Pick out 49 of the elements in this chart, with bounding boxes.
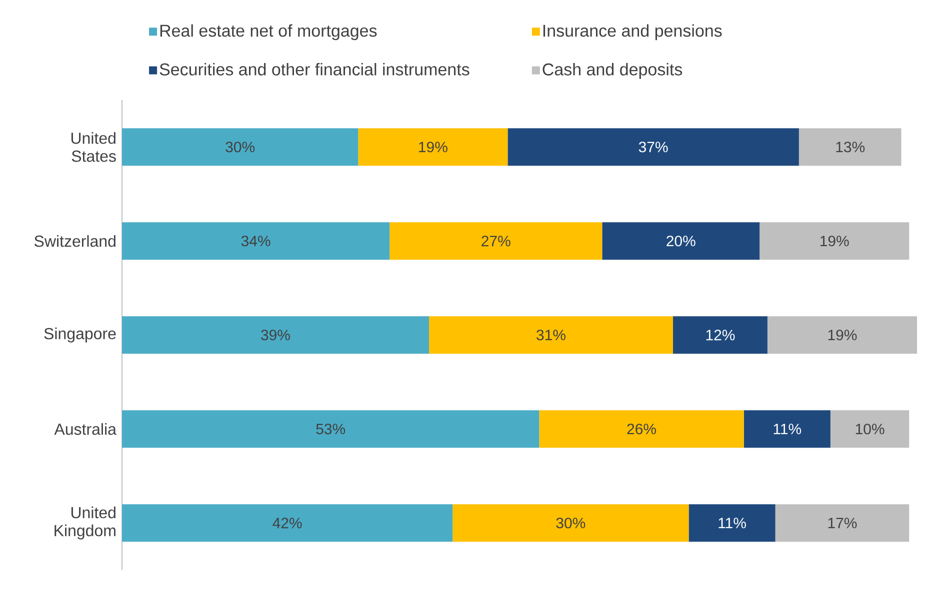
data-label: 39% bbox=[261, 330, 290, 340]
bar bbox=[539, 410, 744, 448]
bar bbox=[452, 504, 689, 542]
data-label: 11% bbox=[774, 424, 802, 434]
data-label: 17% bbox=[828, 518, 857, 528]
data-label: 42% bbox=[272, 518, 302, 528]
data-label: 13% bbox=[836, 142, 865, 152]
y-tick-label: Switzerland bbox=[34, 235, 116, 247]
data-label: 27% bbox=[482, 236, 510, 246]
bar bbox=[122, 128, 358, 166]
bar bbox=[688, 504, 776, 542]
bar bbox=[744, 410, 830, 448]
bar bbox=[830, 410, 910, 448]
bar bbox=[798, 128, 902, 166]
y-tick-label: Singapore bbox=[44, 328, 116, 342]
legend-label: Insurance and pensions bbox=[543, 24, 722, 40]
data-label: 34% bbox=[241, 236, 270, 246]
bar bbox=[428, 316, 673, 354]
data-label: 11% bbox=[718, 518, 746, 528]
bar bbox=[767, 316, 918, 354]
data-label: 10% bbox=[856, 424, 884, 434]
bar bbox=[602, 222, 760, 260]
y-tick-label: United Kingdom bbox=[54, 506, 116, 540]
bar bbox=[122, 222, 390, 260]
y-tick-label: United States bbox=[71, 132, 116, 162]
bar bbox=[760, 222, 910, 260]
bar bbox=[672, 316, 768, 354]
legend-label: Cash and deposits bbox=[542, 62, 682, 79]
bar bbox=[775, 504, 910, 542]
data-label: 12% bbox=[706, 330, 735, 340]
bar bbox=[390, 222, 602, 260]
bar bbox=[122, 504, 453, 542]
data-label: 37% bbox=[638, 142, 668, 152]
data-label: 53% bbox=[316, 424, 346, 434]
data-label: 19% bbox=[820, 236, 849, 246]
y-tick-label: Australia bbox=[54, 423, 116, 435]
bar bbox=[358, 128, 508, 166]
data-label: 20% bbox=[666, 236, 696, 246]
bar bbox=[508, 128, 799, 166]
data-label: 19% bbox=[828, 330, 857, 340]
legend-label: Securities and other financial instruments bbox=[160, 62, 470, 76]
data-label: 26% bbox=[627, 424, 656, 434]
bar bbox=[122, 316, 429, 354]
bar bbox=[122, 410, 540, 448]
data-label: 31% bbox=[536, 330, 566, 340]
data-label: 30% bbox=[556, 518, 586, 528]
data-label: 19% bbox=[419, 142, 448, 152]
data-label: 30% bbox=[226, 142, 255, 152]
legend-label: Real estate net of mortgages bbox=[160, 24, 377, 40]
